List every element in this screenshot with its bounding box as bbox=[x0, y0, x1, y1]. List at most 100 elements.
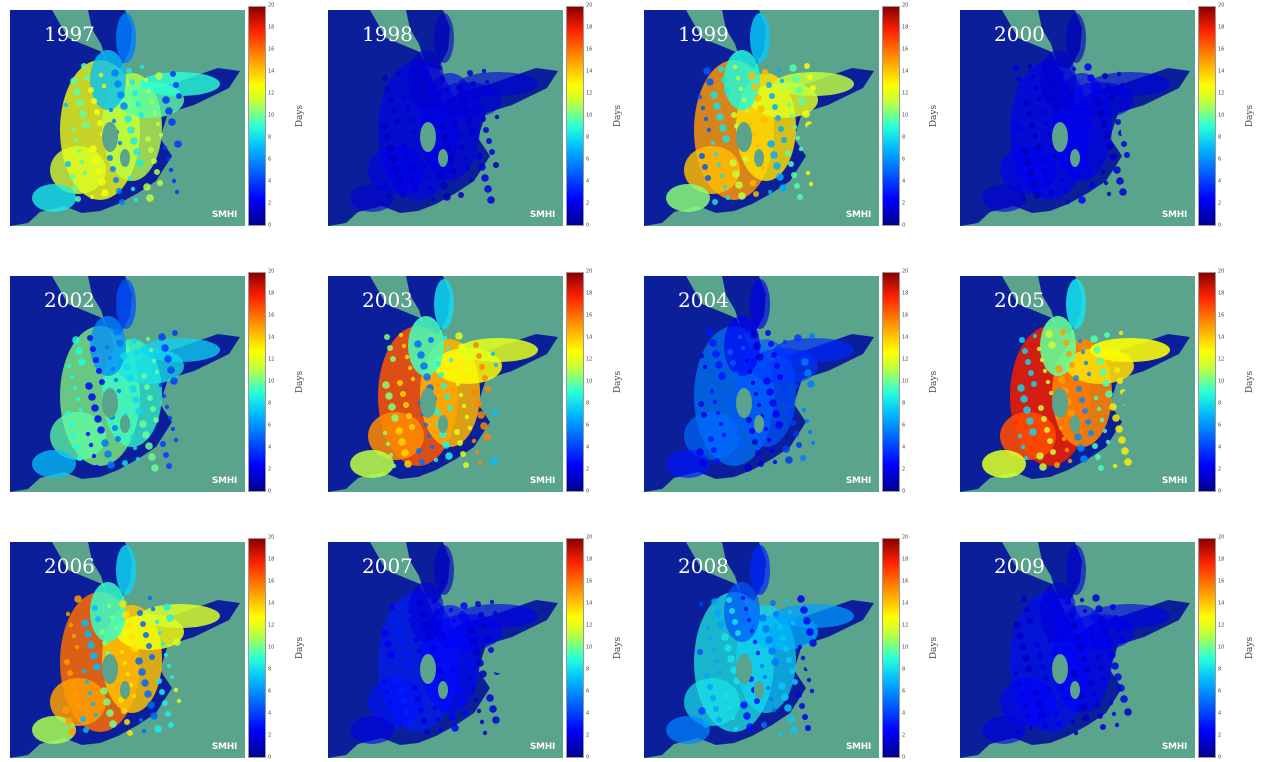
heat-spot bbox=[1100, 169, 1106, 175]
heat-spot bbox=[1070, 719, 1076, 725]
heat-spot bbox=[445, 452, 453, 460]
heat-spot bbox=[150, 606, 156, 612]
heat-spot bbox=[1108, 651, 1116, 659]
heat-spot bbox=[168, 118, 176, 126]
heat-spot bbox=[1086, 371, 1092, 377]
heat-spot bbox=[152, 110, 158, 116]
heat-spot bbox=[95, 167, 103, 175]
heat-spot bbox=[431, 598, 437, 604]
heat-spot bbox=[776, 173, 784, 181]
island bbox=[171, 389, 191, 407]
heat-spot bbox=[743, 606, 749, 612]
heat-spot bbox=[113, 328, 121, 336]
colorbar-tick: 6 bbox=[268, 156, 272, 163]
heat-spot bbox=[75, 396, 81, 402]
heat-spot bbox=[433, 457, 439, 463]
heat-spot bbox=[710, 695, 716, 701]
heat-spot bbox=[1025, 359, 1031, 365]
heat-spot bbox=[79, 159, 85, 165]
heat-spot bbox=[1096, 406, 1102, 412]
heat-spot bbox=[132, 445, 138, 451]
colorbar bbox=[248, 538, 266, 758]
heat-spot bbox=[790, 620, 796, 626]
colorbar-tick: 14 bbox=[1218, 600, 1225, 607]
map-panel: 2006 SMHI 0 2 4 6 8 10 12 14 16 18 20 Days bbox=[0, 532, 310, 762]
heat-spot bbox=[151, 464, 159, 472]
heat-spot bbox=[115, 436, 121, 442]
island bbox=[438, 681, 448, 699]
heat-spot bbox=[699, 153, 705, 159]
heat-spot bbox=[792, 75, 800, 83]
heat-spot bbox=[1038, 405, 1044, 411]
heat-spot bbox=[89, 194, 95, 200]
heat-spot bbox=[1042, 168, 1048, 174]
heat-spot bbox=[159, 689, 165, 695]
heat-spot bbox=[1099, 368, 1107, 376]
heat-spot bbox=[1070, 114, 1076, 120]
heat-spot bbox=[467, 70, 473, 76]
colorbar-tick: 14 bbox=[268, 68, 275, 75]
heat-spot bbox=[714, 609, 722, 617]
heat-spot bbox=[1084, 63, 1092, 71]
heat-spot bbox=[709, 339, 717, 347]
heat-spot bbox=[385, 441, 391, 447]
heat-spot bbox=[789, 64, 797, 72]
heat-spot bbox=[796, 442, 802, 448]
heat-spot bbox=[127, 175, 133, 181]
heat-spot bbox=[395, 177, 403, 185]
colorbar bbox=[1198, 6, 1216, 226]
heat-spot bbox=[92, 156, 100, 164]
heat-spot bbox=[388, 452, 394, 458]
heat-spot bbox=[479, 719, 485, 725]
heat-spot bbox=[698, 601, 704, 607]
heat-spot bbox=[1083, 360, 1089, 366]
heat-spot bbox=[800, 655, 806, 661]
heat-spot bbox=[1051, 651, 1057, 657]
heat-spot bbox=[1084, 667, 1090, 673]
heat-spot bbox=[80, 716, 86, 722]
colorbar bbox=[882, 272, 900, 492]
heat-spot bbox=[405, 661, 411, 667]
island bbox=[1070, 681, 1080, 699]
heat-spot bbox=[805, 170, 811, 176]
map-panel: 2008 SMHI 0 2 4 6 8 10 12 14 16 18 20 Days bbox=[634, 532, 944, 762]
colorbar-tick: 6 bbox=[1218, 688, 1222, 695]
colorbar-tick: 6 bbox=[586, 688, 590, 695]
heat-spot bbox=[160, 641, 166, 647]
colorbar-tick: 16 bbox=[1218, 578, 1225, 585]
heat-spot bbox=[1013, 420, 1019, 426]
heat-spot bbox=[475, 601, 481, 607]
heat-spot bbox=[166, 663, 172, 669]
heat-spot bbox=[757, 105, 765, 113]
colorbar-tick: 4 bbox=[902, 710, 906, 717]
island bbox=[438, 149, 448, 167]
heat-spot bbox=[441, 383, 447, 389]
heat-spot bbox=[1040, 109, 1046, 115]
heat-spot bbox=[88, 87, 94, 93]
heat-spot bbox=[1036, 452, 1044, 460]
heat-spot bbox=[804, 63, 810, 69]
heat-spot bbox=[1020, 444, 1026, 450]
heat-spot bbox=[102, 640, 108, 646]
heat-spot bbox=[1098, 616, 1106, 624]
heat-spot bbox=[804, 369, 812, 377]
heat-spot bbox=[128, 633, 136, 641]
colorbar-tick: 14 bbox=[268, 600, 275, 607]
heat-spot bbox=[749, 628, 755, 634]
heat-spot bbox=[122, 611, 130, 619]
heat-spot bbox=[130, 137, 138, 145]
heat-spot bbox=[1090, 335, 1098, 343]
heat-spot bbox=[82, 170, 88, 176]
heat-spot bbox=[163, 452, 169, 458]
heat-spot bbox=[1037, 653, 1043, 659]
map-frame: 2002 SMHI bbox=[10, 276, 245, 492]
heat-spot bbox=[1072, 623, 1078, 629]
heat-spot bbox=[1042, 368, 1048, 374]
heat-spot bbox=[130, 186, 136, 192]
heat-blob bbox=[140, 72, 220, 96]
heat-spot bbox=[148, 347, 154, 353]
heat-spot bbox=[106, 709, 114, 717]
heat-blob bbox=[666, 184, 710, 212]
colorbar-tick: 8 bbox=[268, 134, 272, 141]
heat-spot bbox=[763, 426, 769, 432]
